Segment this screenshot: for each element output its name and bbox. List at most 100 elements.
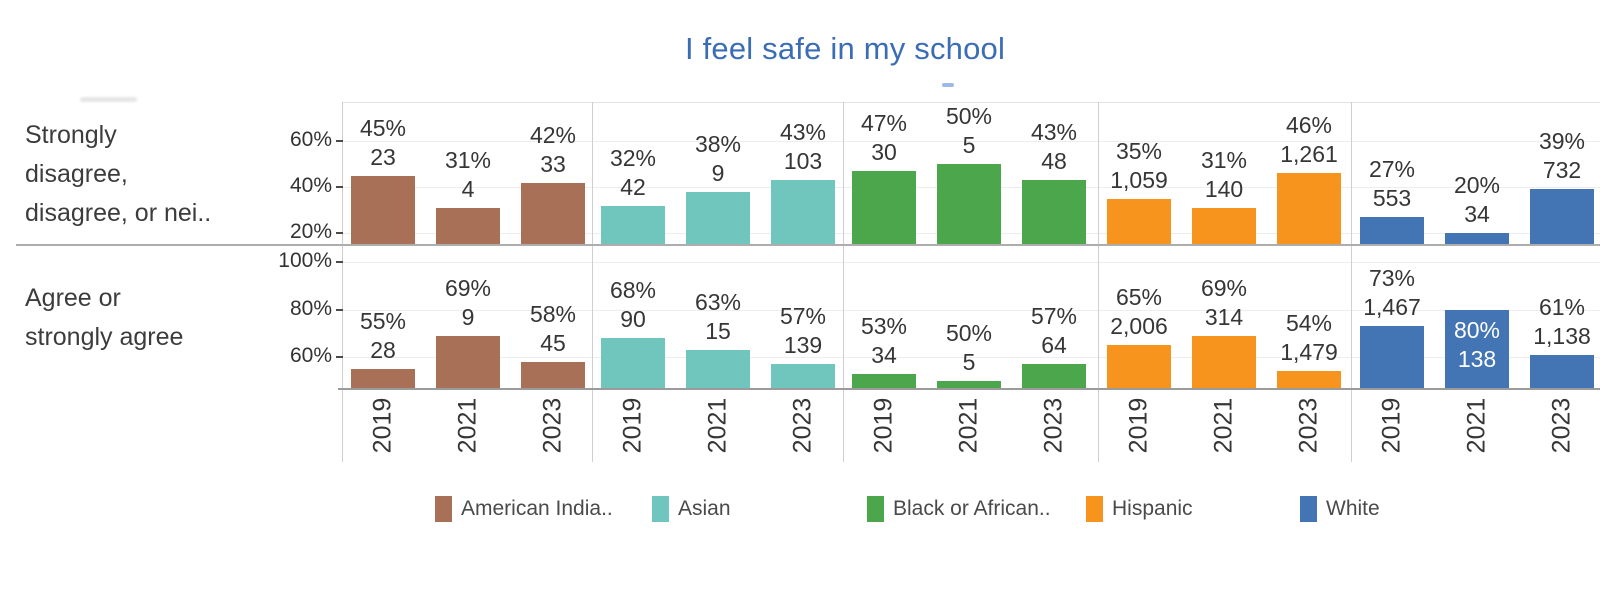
grid-line — [342, 357, 1600, 358]
bar-american-indian-2021-agree[interactable] — [436, 335, 500, 389]
bar-label-count: 140 — [1204, 175, 1244, 202]
bar-black-or-african-american-2023-disagree[interactable] — [1022, 180, 1086, 244]
legend-label: American India.. — [461, 497, 613, 520]
bar-label-pct: 50% — [945, 103, 993, 130]
bar-label-american-indian-2021-agree: 69% 9 — [406, 274, 530, 332]
bar-asian-2021-disagree[interactable] — [686, 191, 750, 244]
bar-black-or-african-american-2021-disagree[interactable] — [937, 164, 1001, 244]
bar-label-white-2023-disagree: 39% 732 — [1500, 127, 1600, 185]
bar-american-indian-2021-disagree[interactable] — [436, 207, 500, 244]
year-header-asian-2019[interactable]: 2019 — [593, 391, 673, 459]
bar-label-asian-2021-agree: 63% 15 — [656, 288, 780, 346]
year-header-american-indian-2023[interactable]: 2023 — [513, 391, 593, 459]
bar-label-hispanic-2021-agree: 69% 314 — [1162, 274, 1286, 332]
year-header-label: 2023 — [1294, 397, 1323, 453]
bar-label-count: 5 — [962, 348, 976, 375]
bar-label-pct: 55% — [359, 308, 407, 334]
year-header-black-or-african-american-2023[interactable]: 2023 — [1014, 391, 1094, 459]
bar-white-2021-disagree[interactable] — [1445, 233, 1509, 244]
year-header-american-indian-2019[interactable]: 2019 — [343, 391, 423, 459]
panel-divider — [1098, 102, 1099, 462]
bar-label-count: 2,006 — [1110, 313, 1168, 340]
bar-black-or-african-american-2019-disagree[interactable] — [852, 171, 916, 244]
year-header-hispanic-2019[interactable]: 2019 — [1099, 391, 1179, 459]
year-header-white-2021[interactable]: 2021 — [1437, 391, 1517, 459]
panel-divider — [342, 102, 343, 462]
year-header-hispanic-2021[interactable]: 2021 — [1184, 391, 1264, 459]
bar-label-american-indian-2021-disagree: 31% 4 — [406, 146, 530, 204]
bar-label-black-or-african-american-2021-agree: 50% 5 — [907, 319, 1031, 377]
bar-hispanic-2019-disagree[interactable] — [1107, 198, 1171, 244]
bar-american-indian-2023-disagree[interactable] — [521, 182, 585, 244]
bar-asian-2019-agree[interactable] — [601, 338, 665, 389]
bar-hispanic-2021-disagree[interactable] — [1192, 207, 1256, 244]
bar-label-pct: 50% — [945, 319, 993, 346]
bar-hispanic-2021-agree[interactable] — [1192, 335, 1256, 389]
year-header-label: 2021 — [1462, 397, 1491, 453]
bar-label-count: 34 — [871, 341, 897, 368]
year-header-black-or-african-american-2021[interactable]: 2021 — [929, 391, 1009, 459]
bar-american-indian-2019-disagree[interactable] — [351, 175, 415, 244]
bar-label-count: 23 — [370, 143, 396, 170]
bar-label-white-2023-agree: 61% 1,138 — [1500, 293, 1600, 351]
bar-white-2023-disagree[interactable] — [1530, 189, 1594, 244]
year-header-asian-2023[interactable]: 2023 — [763, 391, 843, 459]
pane-top-border — [342, 102, 1600, 103]
legend-item-hispanic[interactable]: Hispanic — [1086, 496, 1193, 522]
bar-american-indian-2019-agree[interactable] — [351, 369, 415, 389]
row-header-disagree: Strongly disagree, disagree, or nei.. — [25, 116, 211, 233]
bar-hispanic-2019-agree[interactable] — [1107, 345, 1171, 389]
y-tick-label: 20% — [289, 220, 332, 243]
bar-black-or-african-american-2021-agree[interactable] — [937, 380, 1001, 389]
bar-asian-2021-agree[interactable] — [686, 350, 750, 389]
row-divider-line — [16, 244, 1600, 246]
row-header-line: disagree, or nei.. — [25, 199, 212, 227]
bar-label-pct: 54% — [1285, 310, 1333, 337]
year-header-hispanic-2023[interactable]: 2023 — [1269, 391, 1349, 459]
bar-american-indian-2023-agree[interactable] — [521, 361, 585, 389]
bar-label-pct: 32% — [609, 144, 657, 171]
legend-item-asian[interactable]: Asian — [652, 496, 731, 522]
legend-item-black-or-african-american[interactable]: Black or African.. — [867, 496, 1051, 522]
bar-label-asian-2019-agree: 68% 90 — [571, 276, 695, 334]
bar-white-2023-agree[interactable] — [1530, 354, 1594, 389]
year-header-white-2023[interactable]: 2023 — [1522, 391, 1600, 459]
year-header-label: 2021 — [954, 397, 983, 453]
year-header-white-2019[interactable]: 2019 — [1352, 391, 1432, 459]
row-header-agree: Agree or strongly agree — [25, 279, 183, 357]
bar-label-black-or-african-american-2023-disagree: 43% 48 — [992, 118, 1116, 176]
bar-black-or-african-american-2019-agree[interactable] — [852, 373, 916, 389]
y-tick-label: 100% — [278, 248, 332, 272]
legend-swatch-american-indian — [435, 496, 452, 522]
bar-asian-2023-disagree[interactable] — [771, 180, 835, 244]
legend-item-white[interactable]: White — [1300, 496, 1380, 522]
year-header-american-indian-2021[interactable]: 2021 — [428, 391, 508, 459]
bar-label-american-indian-2019-agree: 55% 28 — [321, 307, 445, 365]
bar-black-or-african-american-2023-agree[interactable] — [1022, 364, 1086, 389]
bar-label-pct: 35% — [1115, 137, 1163, 164]
year-header-label: 2023 — [1547, 397, 1576, 453]
bar-label-count: 138 — [1457, 345, 1497, 372]
bar-label-pct: 39% — [1538, 128, 1586, 155]
bar-asian-2023-agree[interactable] — [771, 364, 835, 389]
bar-label-pct: 43% — [1030, 119, 1078, 146]
bar-white-2019-disagree[interactable] — [1360, 216, 1424, 244]
y-tick-mark — [336, 232, 343, 234]
bar-label-count: 4 — [461, 175, 475, 202]
bar-label-pct: 58% — [529, 300, 577, 327]
year-header-label: 2019 — [1377, 397, 1406, 453]
year-header-label: 2019 — [869, 397, 898, 453]
grid-line — [342, 310, 1600, 311]
y-tick-mark — [336, 356, 343, 359]
bar-hispanic-2023-disagree[interactable] — [1277, 173, 1341, 244]
bar-hispanic-2023-agree[interactable] — [1277, 371, 1341, 389]
bar-label-count: 15 — [705, 318, 731, 344]
year-header-asian-2021[interactable]: 2021 — [678, 391, 758, 459]
year-header-black-or-african-american-2019[interactable]: 2019 — [844, 391, 924, 459]
bar-asian-2019-disagree[interactable] — [601, 205, 665, 244]
screenshot-smudge-artifact — [80, 97, 137, 102]
bar-white-2019-agree[interactable] — [1360, 326, 1424, 389]
bar-label-count: 1,059 — [1110, 166, 1168, 193]
legend-item-american-indian[interactable]: American India.. — [435, 496, 613, 522]
bar-white-2021-agree[interactable] — [1445, 309, 1509, 389]
